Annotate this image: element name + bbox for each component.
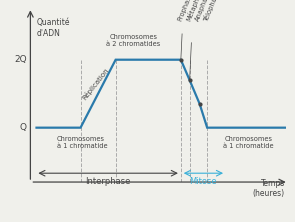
Text: Temps
(heures): Temps (heures) (253, 179, 285, 198)
Text: Métaphase: Métaphase (185, 0, 205, 22)
Text: Prophase: Prophase (176, 0, 194, 22)
Text: Q: Q (20, 123, 27, 132)
Text: Télophase: Télophase (203, 0, 222, 22)
Text: Réplication: Réplication (81, 66, 110, 101)
Text: Anaphase: Anaphase (195, 0, 213, 22)
Text: 2Q: 2Q (14, 55, 27, 64)
Text: Chromosomes
à 1 chromatide: Chromosomes à 1 chromatide (57, 136, 107, 149)
Text: Quantité
d'ADN: Quantité d'ADN (37, 18, 70, 38)
Text: Chromosomes
à 2 chromatides: Chromosomes à 2 chromatides (106, 34, 160, 48)
Text: Mitose: Mitose (190, 177, 217, 186)
Text: Interphase: Interphase (86, 177, 131, 186)
Text: Chromosomes
à 1 chromatide: Chromosomes à 1 chromatide (223, 136, 274, 149)
